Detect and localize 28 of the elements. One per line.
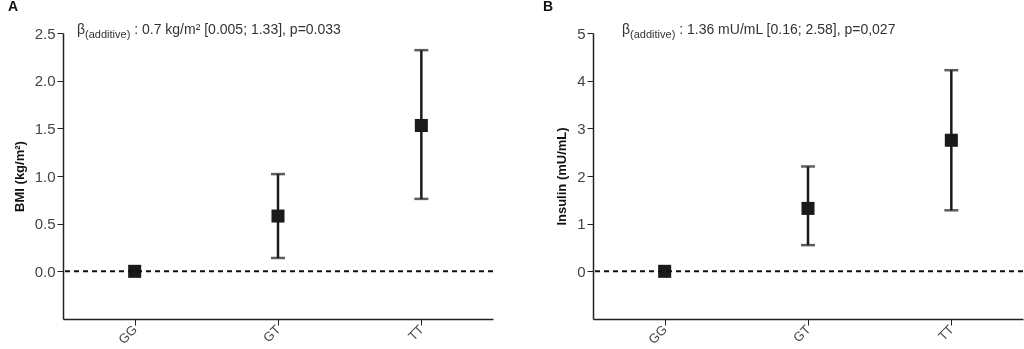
chart-title: A xyxy=(8,0,19,14)
y-axis-title: BMI (kg/m²) xyxy=(11,141,27,212)
x-tick-label: GT xyxy=(260,321,284,346)
chart-title: B xyxy=(543,0,554,14)
y-tick-label: 2 xyxy=(577,167,586,185)
y-tick-label: 2.0 xyxy=(34,72,56,90)
x-tick-label: GG xyxy=(645,321,671,347)
x-tick-label: GG xyxy=(115,321,141,347)
y-tick-label: 0 xyxy=(577,262,586,280)
y-tick-label: 2.5 xyxy=(34,24,56,42)
annotation: β$_{(additive)}$ : 0.7 kg/m² [0.005; 1.33], p=0.033 xyxy=(77,21,341,40)
y-tick-label: 1.0 xyxy=(34,167,56,185)
y-axis-title: Insulin (mU/mL) xyxy=(554,127,570,226)
point xyxy=(271,209,285,223)
point xyxy=(801,201,815,215)
y-tick-label: 5 xyxy=(577,24,586,42)
y-tick-label: 3 xyxy=(577,119,586,137)
y-tick-label: 0.5 xyxy=(34,215,56,233)
x-tick-label: TT xyxy=(934,321,957,344)
y-tick-label: 0.0 xyxy=(34,262,56,280)
x-tick-label: GT xyxy=(790,321,814,346)
y-tick-label: 1.5 xyxy=(34,119,56,137)
y-tick-label: 1 xyxy=(577,215,586,233)
x-tick-label: TT xyxy=(404,321,427,344)
point xyxy=(944,133,958,147)
annotation: β$_{(additive)}$ : 1.36 mU/mL [0.16; 2.58], p=0,027 xyxy=(622,21,896,40)
y-tick-label: 4 xyxy=(577,72,586,90)
point xyxy=(414,118,428,132)
